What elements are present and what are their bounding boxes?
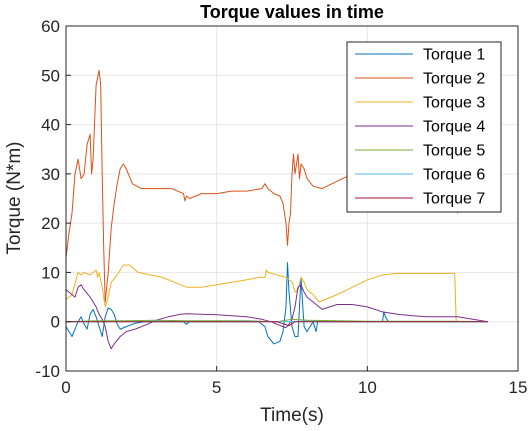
legend-label-1: Torque 1 xyxy=(423,47,485,64)
series-lines xyxy=(65,69,488,350)
legend-label-7: Torque 7 xyxy=(423,191,485,208)
y-tick-label-0: -10 xyxy=(35,362,60,381)
y-tick-label-2: 10 xyxy=(41,263,60,282)
series-line-2 xyxy=(65,69,459,303)
x-tick-label-1: 5 xyxy=(212,378,221,397)
y-tick-label-3: 20 xyxy=(41,214,60,233)
x-tick-label-0: 0 xyxy=(61,378,70,397)
legend: Torque 1 Torque 2 Torque 3 Torque 4 Torque 5… xyxy=(346,41,502,213)
y-axis-label: Torque (N*m) xyxy=(4,142,25,255)
y-tick-label-5: 40 xyxy=(41,116,60,135)
series-line-3 xyxy=(65,264,458,323)
y-tick-label-4: 30 xyxy=(41,165,60,184)
x-tick-label-2: 10 xyxy=(358,378,377,397)
legend-box xyxy=(346,41,502,213)
y-tick-label-7: 60 xyxy=(41,17,60,36)
legend-label-5: Torque 5 xyxy=(423,143,485,160)
x-tick-label-3: 15 xyxy=(509,378,528,397)
legend-label-4: Torque 4 xyxy=(423,119,485,136)
plot-box xyxy=(65,25,519,372)
y-tick-label-1: 0 xyxy=(51,313,60,332)
x-axis-label: Time(s) xyxy=(260,405,324,426)
legend-label-3: Torque 3 xyxy=(423,95,485,112)
series-line-4 xyxy=(65,284,488,350)
series-line-7 xyxy=(66,321,488,327)
y-tick-label-6: 50 xyxy=(41,66,60,85)
legend-label-6: Torque 6 xyxy=(423,167,485,184)
legend-label-2: Torque 2 xyxy=(423,71,485,88)
chart-title: Torque values in time xyxy=(200,2,384,22)
